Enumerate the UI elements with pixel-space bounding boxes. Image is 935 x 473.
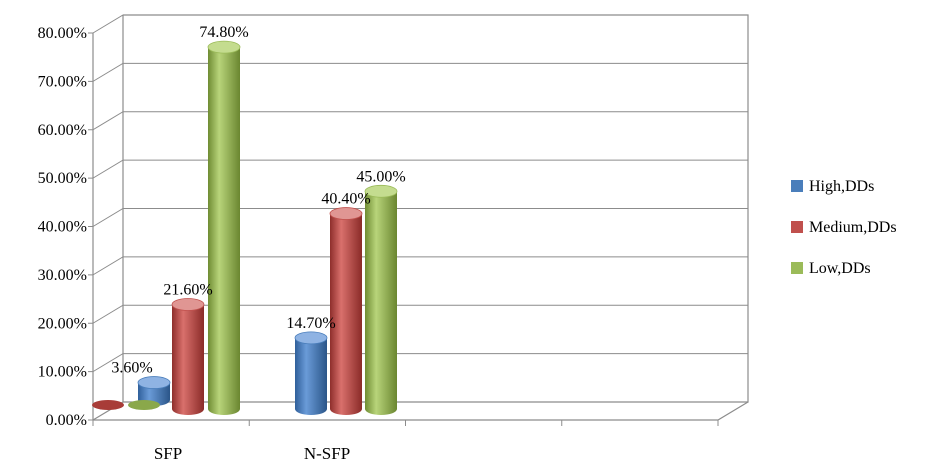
axes-layer: 0.00% 10.00% 20.00% 30.00% 40.00% 50.00% 60.00…: [38, 14, 749, 463]
bar-high-n-sfp: [294, 331, 328, 415]
legend-swatch: [791, 262, 803, 274]
legend-label: Medium,DDs: [809, 219, 897, 236]
data-label: 14.70%: [286, 315, 335, 332]
bar-cap: [364, 184, 398, 198]
y-tick-label: 10.00%: [38, 364, 87, 381]
y-tick-label: 70.00%: [38, 73, 87, 90]
legend-swatch: [791, 180, 803, 192]
bar-body: [365, 191, 397, 415]
legend-item-high: High,DDs: [791, 178, 874, 195]
legend-label: Low,DDs: [809, 260, 871, 277]
legend-swatch: [791, 221, 803, 233]
gridline: [92, 353, 748, 373]
y-tick-label: 40.00%: [38, 219, 87, 236]
bar-body: [208, 47, 240, 415]
data-label: 45.00%: [356, 168, 405, 185]
bar-cap: [137, 376, 171, 389]
gridline: [92, 256, 748, 276]
y-tick-label: 0.00%: [46, 412, 87, 429]
bar-medium-sfp: [171, 298, 205, 415]
gridline: [92, 304, 748, 324]
bars-layer: [92, 40, 398, 415]
bar-cap: [294, 331, 328, 345]
legend-label: High,DDs: [809, 178, 874, 195]
gridline: [92, 159, 748, 179]
gridline: [92, 14, 748, 34]
x-category-label: N-SFP: [304, 444, 350, 463]
bar-cap: [171, 298, 205, 311]
bar-body: [295, 337, 327, 415]
y-tick-label: 80.00%: [38, 25, 87, 42]
gridline: [92, 62, 748, 82]
legend: High,DDs Medium,DDs Low,DDs: [791, 178, 897, 277]
y-tick-label: 60.00%: [38, 122, 87, 139]
bar-low-n-sfp: [364, 184, 398, 415]
labels-layer: 3.60% 21.60% 74.80% 14.70% 40.40% 45.00%: [111, 24, 405, 376]
y-tick-label: 30.00%: [38, 267, 87, 284]
bar-cap: [207, 40, 241, 54]
data-label: 74.80%: [199, 24, 248, 41]
bar-medium-n-sfp: [329, 207, 363, 415]
bar-cap: [329, 207, 363, 220]
x-category-label: SFP: [154, 444, 182, 463]
y-tick-label: 50.00%: [38, 170, 87, 187]
data-label: 3.60%: [111, 360, 152, 377]
data-label: 40.40%: [321, 191, 370, 208]
legend-item-medium: Medium,DDs: [791, 219, 897, 236]
data-label: 21.60%: [163, 282, 212, 299]
bar-body: [330, 213, 362, 415]
bar-low-sfp: [207, 40, 241, 415]
bar-body: [172, 304, 204, 415]
y-tick-label: 20.00%: [38, 315, 87, 332]
legend-item-low: Low,DDs: [791, 260, 871, 277]
bar-zero-cap-red: [92, 400, 124, 410]
bar-zero-cap-green: [128, 400, 160, 410]
gridline: [92, 208, 748, 227]
gridline: [92, 111, 748, 131]
